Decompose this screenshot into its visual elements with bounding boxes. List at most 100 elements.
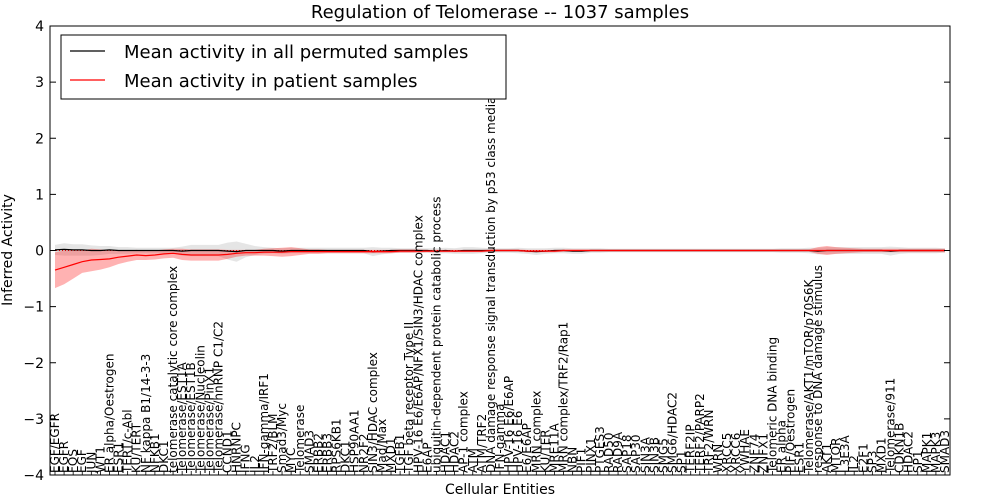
x-tick-label: MRN complex (529, 391, 543, 473)
x-tick-label: ubiquitin-dependent protein catabolic pr… (429, 197, 443, 473)
x-tick-label: WRN (711, 444, 725, 473)
x-tick-label: MTOR (829, 438, 843, 473)
legend-label-permuted: Mean activity in all permuted samples (124, 42, 468, 63)
x-tick-label: MRN complex/TRF2/Rap1 (557, 322, 571, 473)
x-tick-label: MXD1 (874, 438, 888, 473)
y-axis: −4 −3 −2 −1 0 1 2 3 4 (23, 19, 950, 484)
patient-mean-line (54, 249, 945, 271)
x-tick-label: TGFB1 (393, 434, 407, 474)
x-tick-label: TERT/c-Abl (121, 409, 135, 474)
x-tick-label: SIN3A (638, 436, 652, 473)
x-tick-label: Telomerase/AKT1/mTOR/p70S6K (802, 278, 816, 474)
x-tick-label: SIN3B (647, 437, 661, 473)
x-tick-label: AP-1 complex (457, 391, 471, 473)
x-tick-label: IFN-gamma/IRF1 (257, 373, 271, 473)
x-tick-label: Telomerase/Nucleolin (193, 345, 207, 474)
x-tick-label: Mad/Max (375, 419, 389, 473)
x-tick-label: DKC1 (339, 441, 353, 473)
x-tick-label: HDAC2 (448, 431, 462, 473)
y-tick-label: −1 (23, 300, 44, 316)
x-tick-label: PTGES3 (593, 426, 607, 473)
x-tick-label: MAPK3 (929, 432, 943, 473)
x-tick-label: PIF1 (575, 448, 589, 473)
legend-label-patient: Mean activity in patient samples (124, 71, 418, 92)
x-tick-label: ESR1 (793, 442, 807, 473)
x-tick-label: SMG5 (657, 438, 671, 473)
x-tick-label: SIN3/HDAC complex (366, 352, 380, 473)
x-tick-label: ER alpha (775, 420, 789, 473)
x-tick-label: KU/TER (538, 429, 552, 473)
x-tick-label: response to DNA damage stimulus (811, 265, 825, 473)
plot-area (50, 241, 950, 289)
x-tick-label: PIF/Oestrogen (784, 389, 798, 473)
x-tick-label: HSP90AA1 (348, 409, 362, 473)
x-tick-label: NBN (566, 447, 580, 473)
x-tick-label: AKT1 (820, 443, 834, 473)
x-tick-label: IL2 (248, 455, 262, 473)
y-tick-label: 2 (35, 131, 44, 147)
x-tick-label: ERBB2 (311, 433, 325, 473)
x-tick-label: ATM/TRF2 (475, 414, 489, 473)
x-tick-label: SAP18 (620, 434, 634, 473)
x-tick-label: MXD1 (384, 438, 398, 473)
x-tick-label: TRF2/WRN (702, 410, 716, 474)
y-tick-label: −4 (23, 468, 44, 484)
y-tick-label: 0 (35, 244, 44, 260)
x-tick-label: HDAC2 (902, 431, 916, 473)
chart-title: Regulation of Telomerase -- 1037 samples (311, 2, 689, 23)
y-tick-label: −2 (23, 356, 44, 372)
x-tick-label: SMAD3 (302, 430, 316, 473)
x-tick-label: KU/TERT (130, 422, 144, 473)
x-tick-label: TGF beta receptor Type II (402, 322, 416, 474)
x-tick-label: Telomerase/911 (884, 378, 898, 474)
x-tick-label: SP1 (911, 451, 925, 474)
x-tick-label: IL2 (847, 455, 861, 473)
y-tick-label: −3 (23, 412, 44, 428)
x-tick-label: RPS6KB1 (330, 418, 344, 473)
x-tick-label: Telomerase (293, 405, 307, 474)
x-tick-label: telomerase catalytic core complex (166, 266, 180, 473)
x-tick-label: ERBB3 (320, 433, 334, 473)
x-tick-label: SMAD3 (938, 430, 952, 473)
x-tick-label: IFN-gamma (493, 404, 507, 473)
x-tick-label: HDAC1 (439, 431, 453, 473)
x-tick-label: E6/E6AP (520, 423, 534, 473)
x-tick-label: SP1 (675, 451, 689, 474)
y-tick-label: 4 (35, 19, 44, 35)
x-tick-label: HNRNPC (230, 422, 244, 473)
x-tick-label: CDKN1B (893, 423, 907, 473)
x-tick-label: NFKB1 (148, 433, 162, 473)
x-tick-label: Telomerase/EST1B (184, 362, 198, 474)
x-tick-label: ATM (466, 448, 480, 473)
x-tick-label: NF kappa B1/14-3-3 (139, 354, 153, 473)
x-tick-label: SAP30 (629, 434, 643, 473)
plot-frame (49, 25, 951, 476)
x-tick-label: E2F1 (856, 443, 870, 473)
x-tick-label: NR2F2 (357, 434, 371, 474)
x-tick-label: Telomeric DNA binding (765, 337, 779, 474)
y-axis-title: Inferred Activity (0, 194, 16, 306)
x-tick-label: ZNF74 (747, 434, 761, 473)
x-tick-label: EGF/EGFR (48, 413, 62, 473)
x-tick-label: IFNG (239, 444, 253, 473)
x-tick-label: MYC (284, 448, 298, 473)
y-tick-label: 1 (35, 187, 44, 203)
legend-box (60, 34, 507, 100)
x-tick-label: ER alpha/Oestrogen (103, 354, 117, 473)
x-tick-label: Smad3/Myc (275, 403, 289, 473)
x-tick-label: RAD9A (611, 431, 625, 473)
x-tick-label: ESR1 (112, 442, 126, 473)
permuted-samples-band (55, 241, 945, 262)
x-tick-label: TERF2/PARP2 (693, 393, 707, 474)
x-tick-label: Telomerase/EST1A (175, 361, 189, 474)
x-tick-label: HPV-16 E6/E6AP/NFX1/SIN3/HDAC complex (411, 215, 425, 473)
x-tick-label: JUN (84, 452, 98, 474)
x-tick-label: MRE11A (548, 422, 562, 473)
x-tick-label: TRF2/BLM (266, 413, 280, 474)
x-tick-label: WT1 (93, 446, 107, 473)
x-tick-label: Telomerase/hnRNP C1/C2 (212, 321, 226, 474)
x-tick-label: PINX1 (584, 437, 598, 473)
x-tick-label: FOS (66, 449, 80, 473)
